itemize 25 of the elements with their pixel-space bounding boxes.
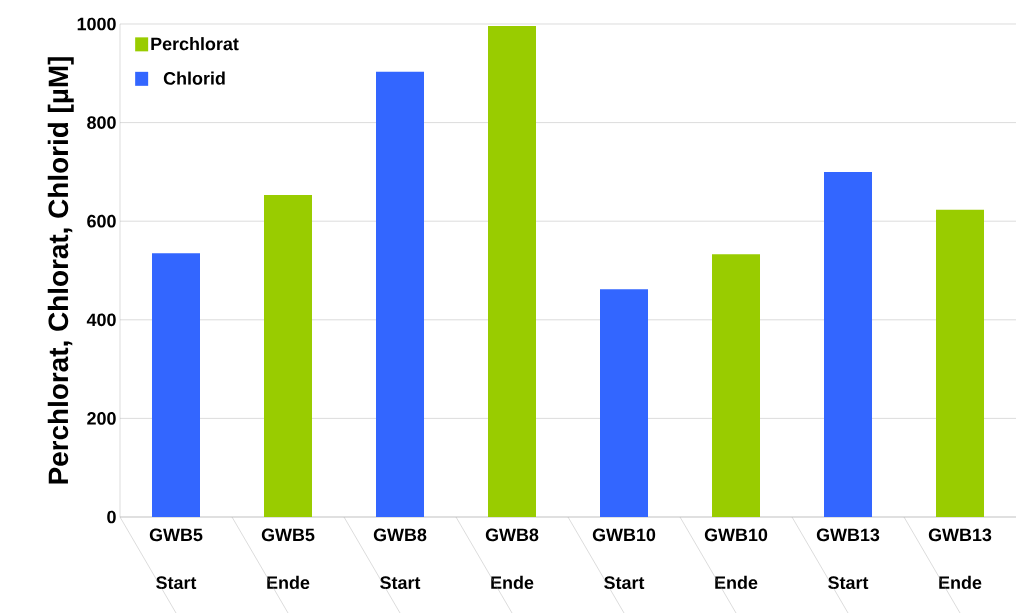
bar [936,209,984,517]
category-label: GWB5 Start [149,528,203,590]
category-label: GWB13 Start [816,528,880,590]
category-label: GWB8 Ende [485,528,539,590]
y-tick-label: 200 [87,412,116,425]
category-label: GWB10 Start [592,528,656,590]
bar [152,253,200,517]
y-tick-label: 400 [86,313,116,327]
y-tick-label: 800 [87,116,116,129]
legend-label: Chlorid [163,71,225,85]
y-tick-label: 600 [87,214,116,228]
category-label: GWB8 Start [373,528,427,590]
y-tick-label: 1000 [77,17,116,31]
legend-label: Perchlorat [151,37,239,51]
y-axis-title: Perchlorat, Chlorat, Chlorid [µM] [47,57,74,484]
bar [488,25,536,517]
category-label: GWB5 Ende [261,528,315,590]
bar [824,171,872,517]
bar [712,254,760,517]
bar [600,289,648,517]
y-tick-label: 0 [107,510,116,524]
bar [264,195,312,517]
category-label: GWB13 Ende [928,528,992,590]
bar [376,71,424,517]
category-label: GWB10 Ende [704,528,768,590]
